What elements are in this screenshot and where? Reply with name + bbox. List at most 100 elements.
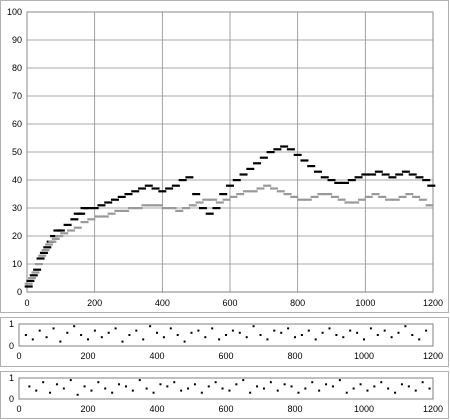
data-point [107, 212, 116, 215]
data-point [368, 173, 377, 176]
data-point [131, 190, 140, 193]
data-point [422, 179, 431, 182]
data-point [173, 381, 176, 384]
data-point [293, 153, 302, 156]
data-point [349, 329, 352, 332]
data-point [280, 145, 289, 148]
data-point [249, 391, 252, 394]
data-point [90, 389, 93, 392]
data-point [259, 156, 268, 159]
data-point [80, 334, 83, 336]
data-point [262, 387, 265, 390]
data-point [253, 162, 262, 165]
data-point [28, 277, 37, 280]
data-point [269, 381, 272, 384]
data-point [38, 254, 47, 257]
data-point [341, 181, 350, 184]
data-point [352, 387, 355, 390]
data-point [188, 204, 197, 207]
data-point [361, 173, 370, 176]
data-point [327, 179, 336, 182]
x-tick-label: 1000 [354, 351, 374, 361]
data-point [128, 334, 131, 336]
data-point [222, 198, 231, 201]
data-point [307, 329, 310, 332]
data-point [425, 204, 434, 207]
data-point [256, 187, 265, 190]
x-tick-label: 0 [16, 404, 21, 414]
data-point [41, 249, 50, 252]
y-tick-label: 1 [9, 319, 14, 329]
data-point [373, 385, 376, 388]
data-point [97, 204, 106, 207]
data-point [87, 338, 89, 341]
data-point [193, 383, 196, 386]
data-point [228, 389, 231, 392]
data-point [110, 198, 119, 201]
data-point [138, 379, 141, 382]
data-point [104, 387, 107, 390]
data-point [318, 389, 321, 392]
x-tick-label: 1000 [355, 298, 375, 308]
data-point [320, 176, 329, 179]
data-point [290, 385, 293, 388]
x-tick-label: 200 [80, 404, 95, 414]
data-point [313, 170, 322, 173]
data-point [34, 263, 43, 266]
data-point [335, 334, 338, 336]
data-point [232, 179, 241, 182]
data-point [48, 240, 57, 243]
data-point [200, 391, 203, 394]
data-point [212, 207, 221, 210]
data-point [325, 383, 328, 386]
data-point [161, 207, 170, 210]
x-tick-label: 600 [218, 404, 233, 414]
data-point [371, 193, 380, 196]
data-point [366, 389, 369, 392]
data-point [100, 215, 109, 218]
data-point [404, 325, 407, 328]
data-point [269, 187, 278, 190]
data-point [310, 195, 319, 198]
data-point [215, 201, 224, 204]
data-point [207, 385, 210, 388]
data-point [111, 391, 114, 394]
data-point [359, 383, 362, 386]
data-point [334, 181, 343, 184]
data-point [44, 243, 53, 246]
data-point [176, 334, 179, 336]
data-point [35, 389, 38, 392]
data-point [354, 176, 363, 179]
data-point [391, 198, 400, 201]
data-point [192, 193, 201, 196]
data-point [376, 334, 379, 336]
data-point [31, 338, 34, 341]
data-point [328, 327, 331, 330]
data-point [162, 336, 165, 339]
data-point [152, 391, 155, 394]
data-point [347, 179, 356, 182]
data-point [311, 381, 314, 384]
data-point [249, 190, 258, 193]
data-point [412, 195, 421, 198]
data-point [76, 393, 79, 396]
data-point [374, 170, 383, 173]
raster-strip-2-chart: 0 200 400 600 800 1000 1200 0 1 [9, 373, 443, 414]
data-point [168, 207, 177, 210]
data-point [70, 218, 79, 221]
data-point [55, 235, 64, 238]
data-point [364, 195, 373, 198]
x-tick-label: 1200 [423, 404, 443, 414]
data-point [202, 198, 211, 201]
data-point [397, 331, 400, 334]
data-point [121, 209, 130, 212]
data-point [395, 173, 404, 176]
data-point [49, 391, 52, 394]
data-point [221, 387, 224, 390]
y-tick-label: 0 [17, 287, 22, 297]
y-tick-label: 0 [9, 341, 14, 351]
data-point [280, 331, 283, 334]
data-point [428, 387, 431, 390]
data-point [363, 338, 365, 341]
data-point [287, 327, 290, 330]
